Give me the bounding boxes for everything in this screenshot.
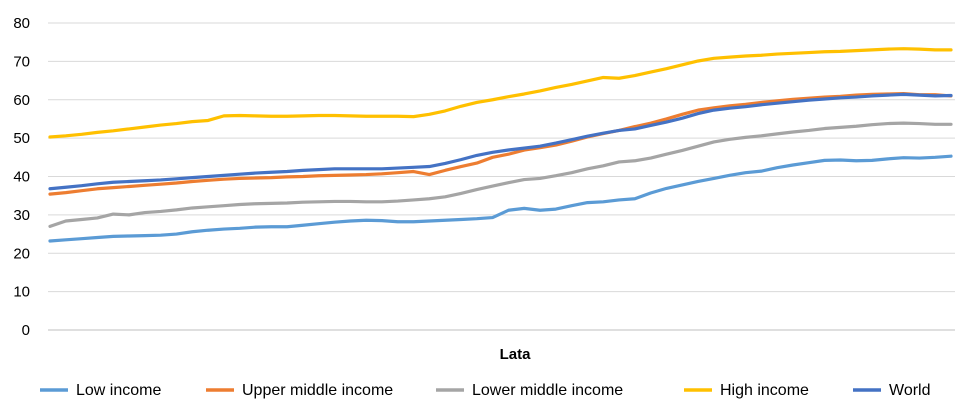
y-tick-label: 20 [13,245,30,262]
y-tick-label: 40 [13,169,30,186]
series-line-low-income [48,154,953,243]
x-axis-title: Lata [500,346,532,363]
legend-label: World [889,382,931,399]
series-line-lower-middle-income [48,121,953,228]
y-tick-label: 80 [13,15,30,32]
y-tick-label: 60 [13,92,30,109]
series-lines [48,47,953,243]
series-line-world [48,92,953,191]
series-line-high-income [48,47,953,139]
legend-label: Lower middle income [472,382,623,399]
gridlines [48,22,955,331]
y-tick-label: 70 [13,53,30,70]
legend-label: Low income [76,382,161,399]
y-tick-label: 50 [13,130,30,147]
y-tick-label: 0 [22,322,30,339]
legend: Low income Upper middle income Lower middl… [40,382,931,399]
y-axis-ticks: 0 10 20 30 40 50 60 70 80 [13,15,30,339]
y-tick-label: 10 [13,284,30,301]
legend-label: Upper middle income [242,382,393,399]
series-line-upper-middle-income [48,92,953,196]
y-tick-label: 30 [13,207,30,224]
legend-label: High income [720,382,809,399]
